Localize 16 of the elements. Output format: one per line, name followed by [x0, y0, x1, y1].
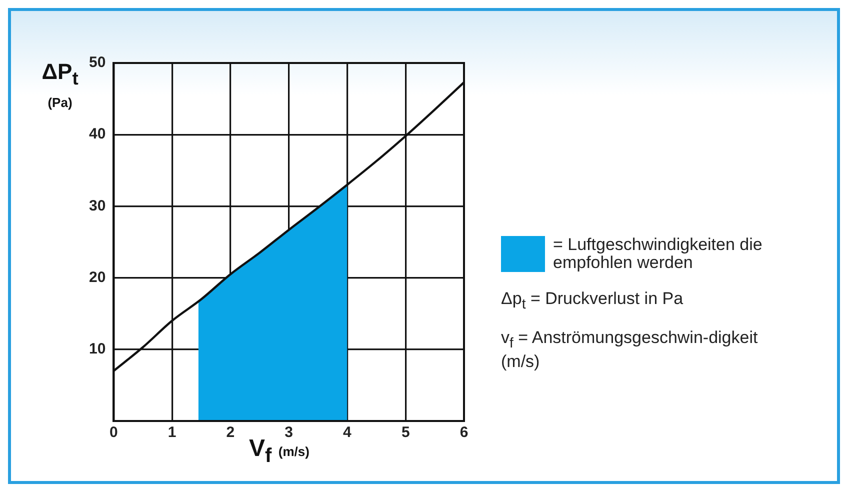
y-axis-title: ΔP$_{t}$ (Pa)	[42, 59, 78, 110]
legend-label: = Luftgeschwindigkeiten die empfohlen werden	[553, 235, 764, 272]
y-tick-label: 10	[88, 340, 106, 358]
x-tick-label: 5	[401, 424, 410, 442]
x-tick-label: 2	[226, 424, 235, 442]
x-tick-label: 1	[168, 424, 176, 442]
y-tick-label: 30	[88, 197, 106, 214]
text: Δp$_{t}$ = Druckverlust in Pa	[501, 289, 684, 314]
y-tick-label: 20	[88, 268, 106, 286]
y-tick-label: 40	[88, 126, 106, 143]
y-tick-label: 50	[88, 54, 106, 72]
x-tick-label: 6	[460, 424, 468, 442]
x-tick-label: 3	[284, 424, 294, 442]
x-tick-label: 0	[110, 424, 118, 442]
x-tick-label: 4	[343, 424, 352, 442]
text: v$_{f}$ = Anströmungsgeschwin-digkeit (m/s)	[501, 328, 759, 371]
